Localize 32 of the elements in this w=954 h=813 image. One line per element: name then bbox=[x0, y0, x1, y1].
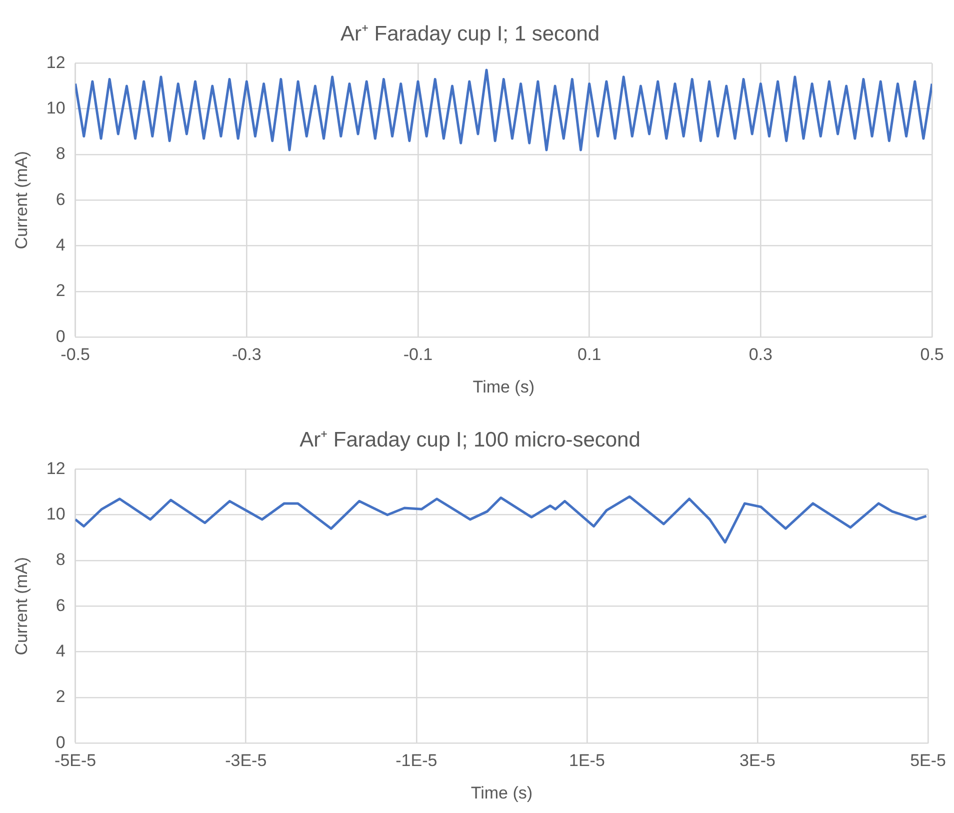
y-axis-title: Current (mA) bbox=[12, 151, 31, 250]
y-tick-label: 6 bbox=[56, 596, 66, 615]
y-tick-label: 2 bbox=[56, 687, 66, 706]
y-tick-label: 12 bbox=[46, 458, 66, 478]
y-tick-label: 10 bbox=[46, 504, 66, 524]
x-tick-label: 0.3 bbox=[748, 345, 772, 364]
x-tick-label: -0.5 bbox=[60, 345, 90, 364]
y-tick-label: 8 bbox=[56, 550, 66, 570]
x-tick-label: -3E-5 bbox=[225, 751, 267, 770]
x-axis-title: Time (s) bbox=[472, 377, 535, 396]
y-tick-label: 4 bbox=[56, 642, 66, 661]
chart-title: Ar⁺ Faraday cup I; 100 micro-second bbox=[300, 428, 640, 452]
x-tick-label: 0.1 bbox=[578, 345, 602, 364]
x-axis-title: Time (s) bbox=[470, 783, 533, 802]
y-tick-label: 8 bbox=[56, 144, 66, 164]
x-tick-label: -5E-5 bbox=[54, 751, 96, 770]
x-tick-label: -1E-5 bbox=[396, 751, 438, 770]
x-tick-label: 3E-5 bbox=[740, 751, 776, 770]
y-tick-label: 4 bbox=[56, 236, 66, 255]
x-tick-label: -0.3 bbox=[232, 345, 262, 364]
chart-title: Ar⁺ Faraday cup I; 1 second bbox=[340, 22, 600, 46]
x-tick-label: 0.5 bbox=[920, 345, 944, 364]
y-axis-title: Current (mA) bbox=[12, 557, 31, 656]
y-tick-label: 0 bbox=[56, 326, 66, 346]
y-tick-label: 0 bbox=[56, 732, 66, 752]
y-tick-label: 12 bbox=[46, 52, 66, 72]
x-tick-label: -0.1 bbox=[403, 345, 433, 364]
y-tick-label: 6 bbox=[56, 190, 66, 209]
x-tick-label: 1E-5 bbox=[568, 751, 605, 770]
x-tick-label: 5E-5 bbox=[910, 751, 946, 770]
y-tick-label: 10 bbox=[46, 98, 66, 118]
y-tick-label: 2 bbox=[56, 281, 66, 300]
